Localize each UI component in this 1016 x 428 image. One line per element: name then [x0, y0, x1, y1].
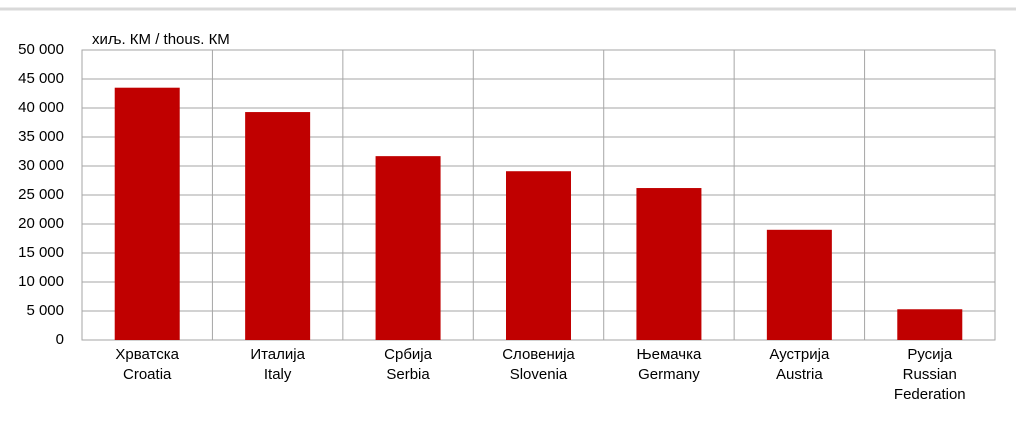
bar	[636, 188, 702, 340]
x-tick-label: Словенија	[502, 346, 575, 363]
y-tick-label: 10 000	[18, 273, 64, 290]
x-tick-label-box: Аустрија Austria	[739, 345, 859, 385]
bar	[897, 309, 963, 340]
bar	[114, 87, 180, 340]
x-tick-label-group: Русија Russian Federation	[870, 345, 990, 405]
x-tick-label: Italy	[263, 366, 292, 383]
x-tick-label: Аустрија	[769, 346, 830, 363]
x-tick-label-box: Србија Serbia	[348, 345, 468, 385]
y-tick-label: 45 000	[18, 70, 64, 87]
y-unit-label: хиљ. КМ / thous. КМ	[92, 31, 230, 48]
x-tick-label-box: Италија Italy	[218, 345, 338, 385]
y-tick-label: 0	[56, 331, 64, 348]
x-tick-label-group: Хрватска Croatia	[87, 345, 207, 385]
x-tick-label: Њемачка	[636, 346, 702, 363]
y-tick-label: 35 000	[18, 128, 64, 145]
x-tick-label: Хрватска	[115, 346, 179, 363]
y-tick-label: 15 000	[18, 244, 64, 261]
y-tick-label: 40 000	[18, 99, 64, 116]
x-tick-label-group: Словенија Slovenia	[479, 345, 599, 385]
bar	[245, 112, 311, 340]
x-tick-label-group: Њемачка Germany	[609, 345, 729, 385]
x-tick-label: Русија	[907, 346, 953, 363]
x-tick-label: Србија	[384, 346, 432, 363]
y-tick-label: 20 000	[18, 215, 64, 232]
bar	[766, 229, 832, 340]
y-tick-label: 5 000	[26, 302, 64, 319]
x-tick-label-group: Србија Serbia	[348, 345, 468, 385]
x-tick-label: Austria	[776, 366, 823, 383]
x-tick-label: Италија	[250, 346, 305, 363]
x-tick-label-box: Русија Russian Federation	[870, 345, 990, 405]
x-tick-label: Germany	[638, 366, 700, 383]
x-tick-label: Croatia	[123, 366, 172, 383]
bar	[506, 171, 571, 340]
x-tick-label: Slovenia	[509, 366, 568, 383]
y-tick-label: 25 000	[18, 186, 64, 203]
x-tick-label-box: Њемачка Germany	[609, 345, 729, 385]
y-tick-label: 50 000	[18, 41, 64, 58]
bar	[375, 156, 441, 340]
x-tick-label-box: Хрватска Croatia	[87, 345, 207, 385]
y-tick-label: 30 000	[18, 157, 64, 174]
x-tick-label: Serbia	[386, 366, 430, 383]
x-tick-label-group: Аустрија Austria	[739, 345, 859, 385]
x-tick-label-box: Словенија Slovenia	[479, 345, 599, 385]
x-tick-label-group: Италија Italy	[218, 345, 338, 385]
x-tick-label: Russian Federation	[893, 366, 966, 403]
